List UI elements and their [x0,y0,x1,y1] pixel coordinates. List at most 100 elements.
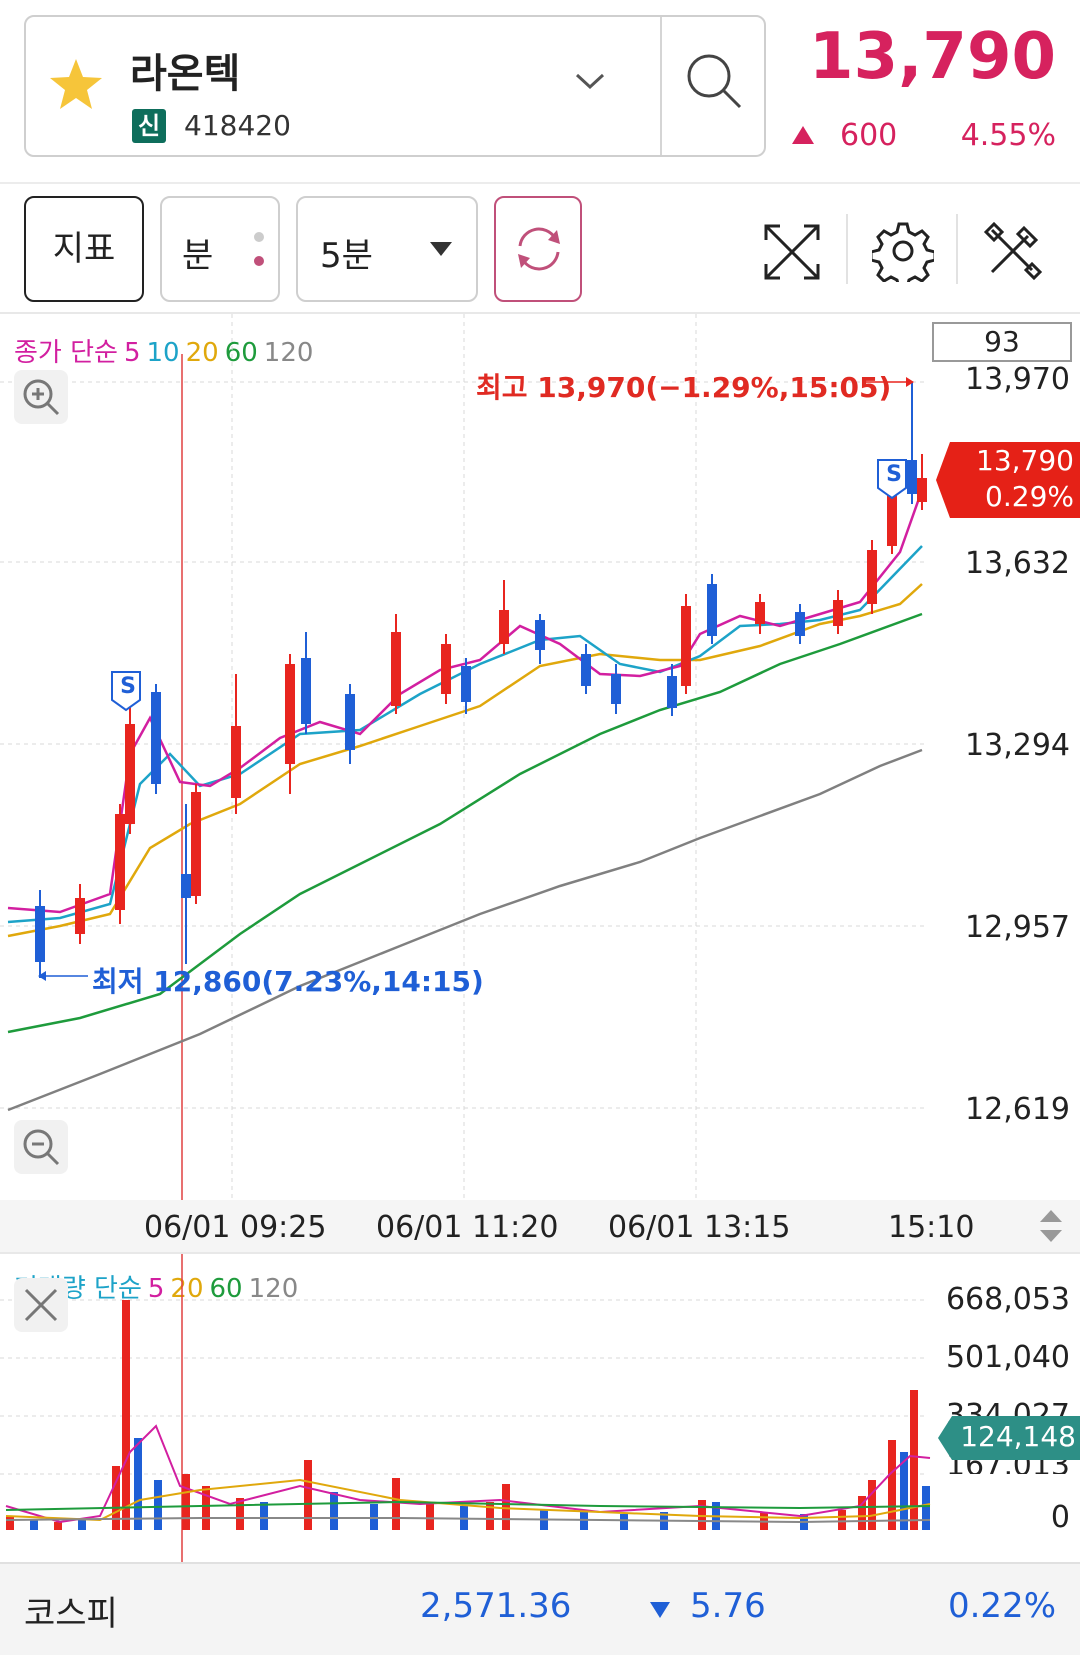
low-price-note: 최저 12,860(7.23%,14:15) [92,965,484,998]
candlestick-chart[interactable] [0,314,1080,1202]
dot-indicator-active [254,256,264,266]
stock-header: 라온텍 신 418420 13,790 600 4.55% [0,0,1080,182]
stock-selector[interactable]: 라온텍 신 418420 [24,15,766,157]
volume-bars-chart [0,1254,931,1564]
y-axis-label: 12,957 [965,910,1070,945]
indicator-button[interactable]: 지표 [24,196,144,302]
ma20-label: 20 [185,338,219,368]
ma60-line [7,612,923,1034]
candle [833,600,843,626]
interval-select[interactable]: 5분 [296,196,478,302]
tools-icon[interactable] [982,220,1044,282]
close-icon [24,1288,58,1322]
vma60-label: 60 [209,1274,243,1304]
candle [75,898,85,934]
index-value: 2,571.36 [420,1586,572,1626]
interval-value: 5분 [320,236,373,276]
close-volume-button[interactable] [14,1278,68,1332]
candle [907,460,917,494]
candle [535,620,545,650]
zoom-in-button[interactable] [14,370,68,424]
candle [707,584,717,636]
candle [191,792,201,896]
grid [0,1299,928,1475]
refresh-icon [518,227,560,271]
stock-code: 418420 [184,109,291,142]
signal-marker-label: S [120,674,136,699]
candle [611,674,621,704]
signal-marker [111,459,907,712]
zoom-out-icon [23,1129,60,1166]
y-axis-label: 13,294 [965,728,1070,763]
zoom-in-icon [23,379,60,416]
ma-legend: 종가 단순 5 10 20 60 120 [14,332,319,369]
candle [887,484,897,546]
divider [956,214,958,284]
candle [581,654,591,686]
market-index-bar[interactable]: 코스피 2,571.36 5.76 0.22% [0,1562,1080,1655]
chevron-down-icon[interactable] [574,69,606,93]
minute-label: 분 [182,236,214,276]
zoom-out-button[interactable] [14,1120,68,1174]
candle [795,612,805,636]
candle [115,814,125,910]
refresh-button[interactable] [494,196,582,302]
price-change-amount: 600 [840,118,898,153]
low-arrow-head [38,971,46,981]
current-volume-tag: 124,148 [938,1416,1080,1460]
candle [441,644,451,694]
candle [917,478,927,502]
candlesticks [35,382,927,978]
candle [345,694,355,750]
volume-tag-shape [938,1416,1080,1460]
current-price-tag-pct: 0.29% [985,480,1074,513]
up-triangle-icon [792,126,814,144]
y-axis-label: 12,619 [965,1092,1070,1127]
candle [301,658,311,724]
signal-marker-label: S [886,462,902,487]
candle [867,550,877,604]
volume-y-label: 668,053 [945,1282,1070,1317]
minute-button[interactable]: 분 [160,196,280,302]
down-triangle-icon [650,1602,670,1618]
candle [125,724,135,824]
candle [499,610,509,644]
new-listing-badge: 신 [132,109,166,143]
y-axis-label: 13,632 [965,546,1070,581]
vma20-label: 20 [170,1274,204,1304]
vma60-line [5,1500,931,1511]
search-icon[interactable] [682,49,746,113]
candle [285,664,295,764]
index-change: 5.76 [690,1586,766,1626]
fullscreen-icon[interactable] [760,220,824,284]
gear-icon[interactable] [872,220,934,282]
candle [391,632,401,706]
dot-indicator [254,232,264,242]
ma120-line [7,748,923,1112]
stock-name: 라온텍 [130,51,241,97]
favorite-star-icon[interactable] [46,55,106,115]
visible-count-box[interactable]: 93 [932,322,1072,362]
candle [461,666,471,702]
price-change-percent: 4.55% [960,118,1056,153]
current-price-tag-value: 13,790 [976,444,1074,477]
candle [35,906,45,962]
index-name: 코스피 [24,1594,118,1634]
divider [660,17,662,155]
time-label: 15:10 [888,1210,975,1245]
y-axis-label: 13,970 [965,362,1070,397]
time-label: 06/01 09:25 [144,1210,327,1245]
current-price: 13,790 [809,20,1056,94]
candle [755,602,765,624]
resize-handle-icon[interactable] [1036,1206,1066,1246]
volume-chart-panel[interactable]: 거래량 단순 5 20 60 120 [0,1252,1080,1564]
candle [681,606,691,686]
current-price-tag: 13,790 0.29% [936,442,1080,518]
price-chart-panel[interactable]: 종가 단순 5 10 20 60 120 93 [0,312,1080,1202]
divider [846,214,848,284]
ma10-line [7,545,923,924]
ma5-label: 5 [123,338,141,368]
candle [667,676,677,708]
volume-bars [6,1300,930,1530]
vma120-label: 120 [248,1274,299,1304]
